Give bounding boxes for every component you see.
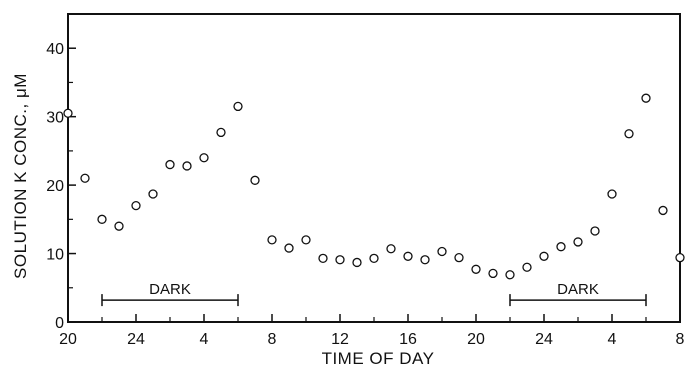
y-tick-label: 30 bbox=[46, 110, 64, 127]
y-axis-title: SOLUTION K CONC., μM bbox=[11, 73, 30, 279]
data-point bbox=[131, 200, 141, 211]
data-point bbox=[539, 251, 549, 261]
data-point bbox=[658, 205, 668, 216]
x-tick-label: 4 bbox=[200, 331, 209, 348]
y-tick-label: 20 bbox=[46, 178, 64, 195]
x-tick-label: 24 bbox=[535, 331, 553, 348]
plot-frame bbox=[67, 13, 681, 323]
dark-label: DARK bbox=[557, 281, 599, 298]
x-tick-label: 20 bbox=[59, 331, 77, 348]
data-point bbox=[403, 251, 413, 261]
x-tick-label: 24 bbox=[127, 331, 145, 348]
data-point bbox=[216, 127, 226, 138]
x-tick-label: 8 bbox=[676, 331, 685, 348]
data-point bbox=[148, 189, 158, 199]
data-point bbox=[437, 246, 447, 257]
x-axis-title: TIME OF DAY bbox=[322, 349, 435, 368]
data-point bbox=[573, 237, 583, 247]
x-tick-label: 20 bbox=[467, 331, 485, 348]
data-point bbox=[420, 255, 430, 265]
data-point bbox=[675, 253, 685, 263]
y-tick-label: 10 bbox=[46, 247, 64, 264]
data-point bbox=[80, 173, 90, 183]
x-tick-label: 8 bbox=[268, 331, 277, 348]
x-tick-label: 16 bbox=[399, 331, 417, 348]
data-point bbox=[556, 242, 566, 252]
y-tick-label: 40 bbox=[46, 41, 64, 58]
data-point bbox=[505, 270, 515, 280]
data-point bbox=[590, 226, 600, 236]
y-tick-label: 0 bbox=[55, 315, 64, 332]
plot-area bbox=[67, 13, 681, 323]
data-point bbox=[165, 159, 175, 170]
y-axis-ticks: 0 10 20 30 40 bbox=[46, 41, 76, 332]
data-point bbox=[284, 243, 294, 253]
data-point bbox=[471, 264, 481, 274]
x-tick-label: 12 bbox=[331, 331, 349, 348]
data-point bbox=[522, 262, 532, 272]
data-point bbox=[641, 93, 651, 103]
data-point bbox=[233, 101, 243, 112]
data-point bbox=[301, 235, 311, 245]
data-point bbox=[182, 161, 192, 171]
data-point bbox=[335, 255, 345, 265]
data-point bbox=[97, 214, 107, 224]
data-point bbox=[114, 221, 124, 231]
data-point bbox=[488, 268, 498, 279]
data-point bbox=[624, 129, 634, 139]
data-point bbox=[607, 189, 617, 199]
x-axis-ticks: 20 24 4 8 12 16 20 24 4 8 bbox=[59, 314, 685, 348]
dark-label: DARK bbox=[149, 281, 191, 298]
data-point bbox=[267, 235, 277, 245]
data-point bbox=[369, 253, 379, 263]
dark-period-annotations: DARK DARK bbox=[101, 281, 647, 307]
data-point bbox=[386, 244, 396, 254]
data-point bbox=[199, 153, 209, 163]
data-points bbox=[63, 93, 685, 280]
data-point bbox=[63, 108, 73, 118]
data-point bbox=[352, 257, 362, 268]
data-point bbox=[250, 175, 260, 185]
x-tick-label: 4 bbox=[608, 331, 617, 348]
data-point bbox=[454, 253, 464, 263]
data-point bbox=[318, 253, 328, 263]
